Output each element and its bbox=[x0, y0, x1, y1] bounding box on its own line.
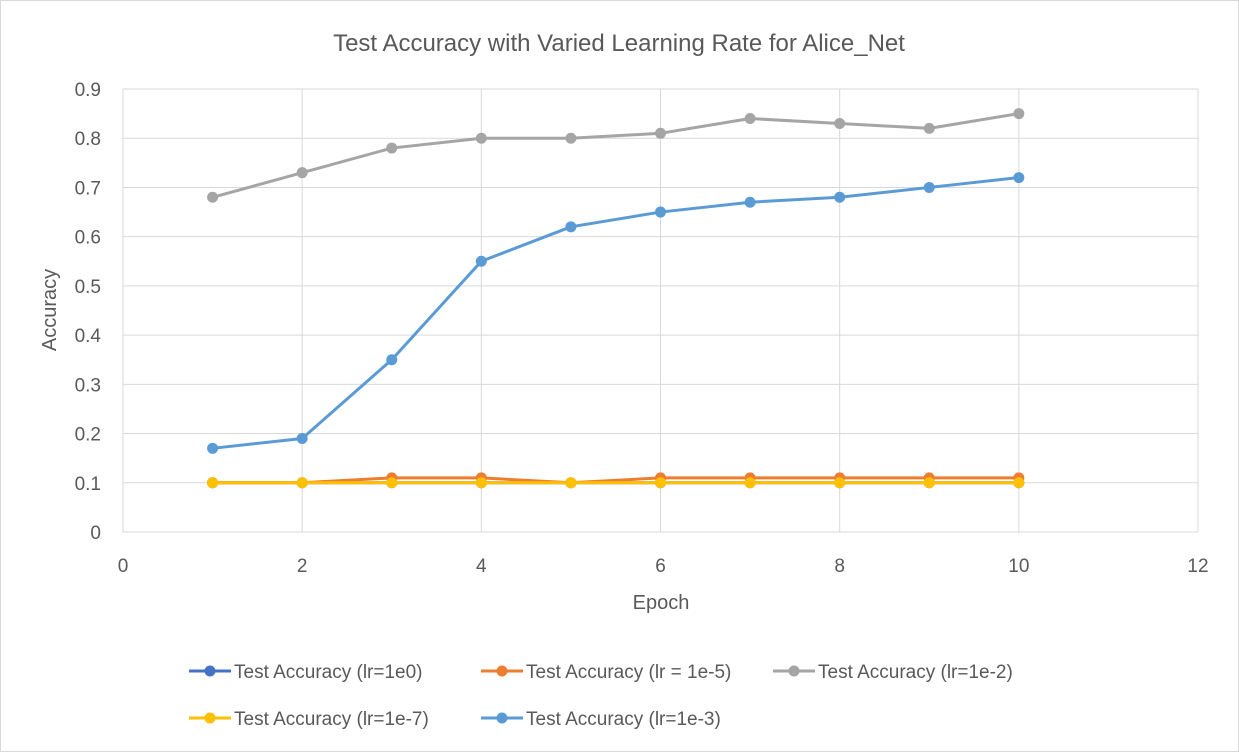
data-point bbox=[923, 122, 935, 134]
data-point bbox=[386, 142, 398, 154]
y-tick-label: 0.9 bbox=[75, 80, 101, 101]
data-point bbox=[296, 167, 308, 179]
data-point bbox=[475, 477, 487, 489]
legend-swatch-marker bbox=[204, 712, 216, 724]
legend-entry: Test Accuracy (lr=1e-3) bbox=[481, 709, 721, 730]
x-axis-label: Epoch bbox=[633, 592, 690, 614]
data-point bbox=[475, 255, 487, 267]
y-tick-label: 0.4 bbox=[75, 326, 102, 347]
data-point bbox=[475, 132, 487, 144]
data-point bbox=[834, 477, 846, 489]
data-point bbox=[923, 477, 935, 489]
y-tick-label: 0 bbox=[90, 523, 101, 544]
y-axis-label: Accuracy bbox=[39, 269, 61, 351]
x-tick-label: 4 bbox=[476, 556, 487, 577]
data-point bbox=[207, 191, 219, 203]
data-point bbox=[834, 191, 846, 203]
data-point bbox=[296, 477, 308, 489]
x-tick-label: 6 bbox=[655, 556, 666, 577]
legend-swatch-marker bbox=[496, 712, 508, 724]
data-point bbox=[1013, 477, 1025, 489]
data-point bbox=[655, 206, 666, 218]
legend-swatch-marker bbox=[204, 665, 216, 677]
y-tick-label: 0.5 bbox=[75, 277, 101, 298]
gridlines bbox=[122, 88, 1199, 533]
x-tick-label: 12 bbox=[1187, 556, 1208, 577]
data-point bbox=[744, 113, 756, 125]
series-5 bbox=[207, 172, 1025, 454]
y-tick-label: 0.7 bbox=[75, 178, 101, 199]
legend-entry: Test Accuracy (lr=1e-7) bbox=[189, 709, 429, 730]
data-point bbox=[296, 432, 308, 444]
legend-label: Test Accuracy (lr=1e-2) bbox=[818, 662, 1013, 683]
data-point bbox=[1013, 172, 1025, 184]
series-2 bbox=[207, 472, 1025, 489]
data-point bbox=[207, 442, 219, 454]
data-point bbox=[834, 117, 846, 129]
y-tick-label: 0.3 bbox=[75, 375, 101, 396]
data-point bbox=[744, 477, 756, 489]
data-point bbox=[923, 181, 935, 193]
data-point bbox=[565, 132, 577, 144]
legend-entry: Test Accuracy (lr=1e0) bbox=[189, 662, 423, 683]
data-point bbox=[207, 477, 219, 489]
y-tick-label: 0.2 bbox=[75, 425, 101, 446]
legend-swatch-marker bbox=[788, 665, 800, 677]
legend-swatch-marker bbox=[496, 665, 508, 677]
axes: 0 2 4 6 8 10 12 0 0.1 0.2 0.3 0.4 0.5 0.6 0.7 0.8 0.9 bbox=[75, 80, 1209, 577]
data-point bbox=[386, 354, 398, 366]
x-tick-label: 10 bbox=[1008, 556, 1029, 577]
legend-label: Test Accuracy (lr=1e-7) bbox=[234, 709, 429, 730]
y-tick-label: 0.6 bbox=[75, 228, 101, 249]
y-tick-label: 0.8 bbox=[75, 129, 101, 150]
series-group bbox=[207, 108, 1025, 489]
data-point bbox=[1013, 108, 1025, 120]
legend: Test Accuracy (lr=1e0) Test Accuracy (lr … bbox=[189, 662, 1013, 730]
series-4 bbox=[207, 477, 1025, 489]
data-point bbox=[655, 477, 666, 489]
data-point bbox=[386, 477, 398, 489]
x-tick-label: 2 bbox=[297, 556, 308, 577]
series-line bbox=[211, 176, 1021, 450]
x-tick-label: 0 bbox=[118, 556, 129, 577]
data-point bbox=[744, 196, 756, 208]
chart-title: Test Accuracy with Varied Learning Rate … bbox=[333, 30, 905, 57]
series-line bbox=[211, 476, 1021, 485]
legend-label: Test Accuracy (lr=1e-3) bbox=[526, 709, 721, 730]
y-tick-label: 0.1 bbox=[75, 474, 101, 495]
legend-label: Test Accuracy (lr = 1e-5) bbox=[526, 662, 731, 683]
series-3 bbox=[207, 108, 1025, 203]
data-point bbox=[565, 221, 577, 233]
data-point bbox=[655, 127, 666, 139]
legend-label: Test Accuracy (lr=1e0) bbox=[234, 662, 423, 683]
legend-entry: Test Accuracy (lr = 1e-5) bbox=[481, 662, 731, 683]
data-point bbox=[565, 477, 577, 489]
legend-entry: Test Accuracy (lr=1e-2) bbox=[773, 662, 1013, 683]
series-line bbox=[211, 112, 1021, 199]
x-tick-label: 8 bbox=[834, 556, 845, 577]
